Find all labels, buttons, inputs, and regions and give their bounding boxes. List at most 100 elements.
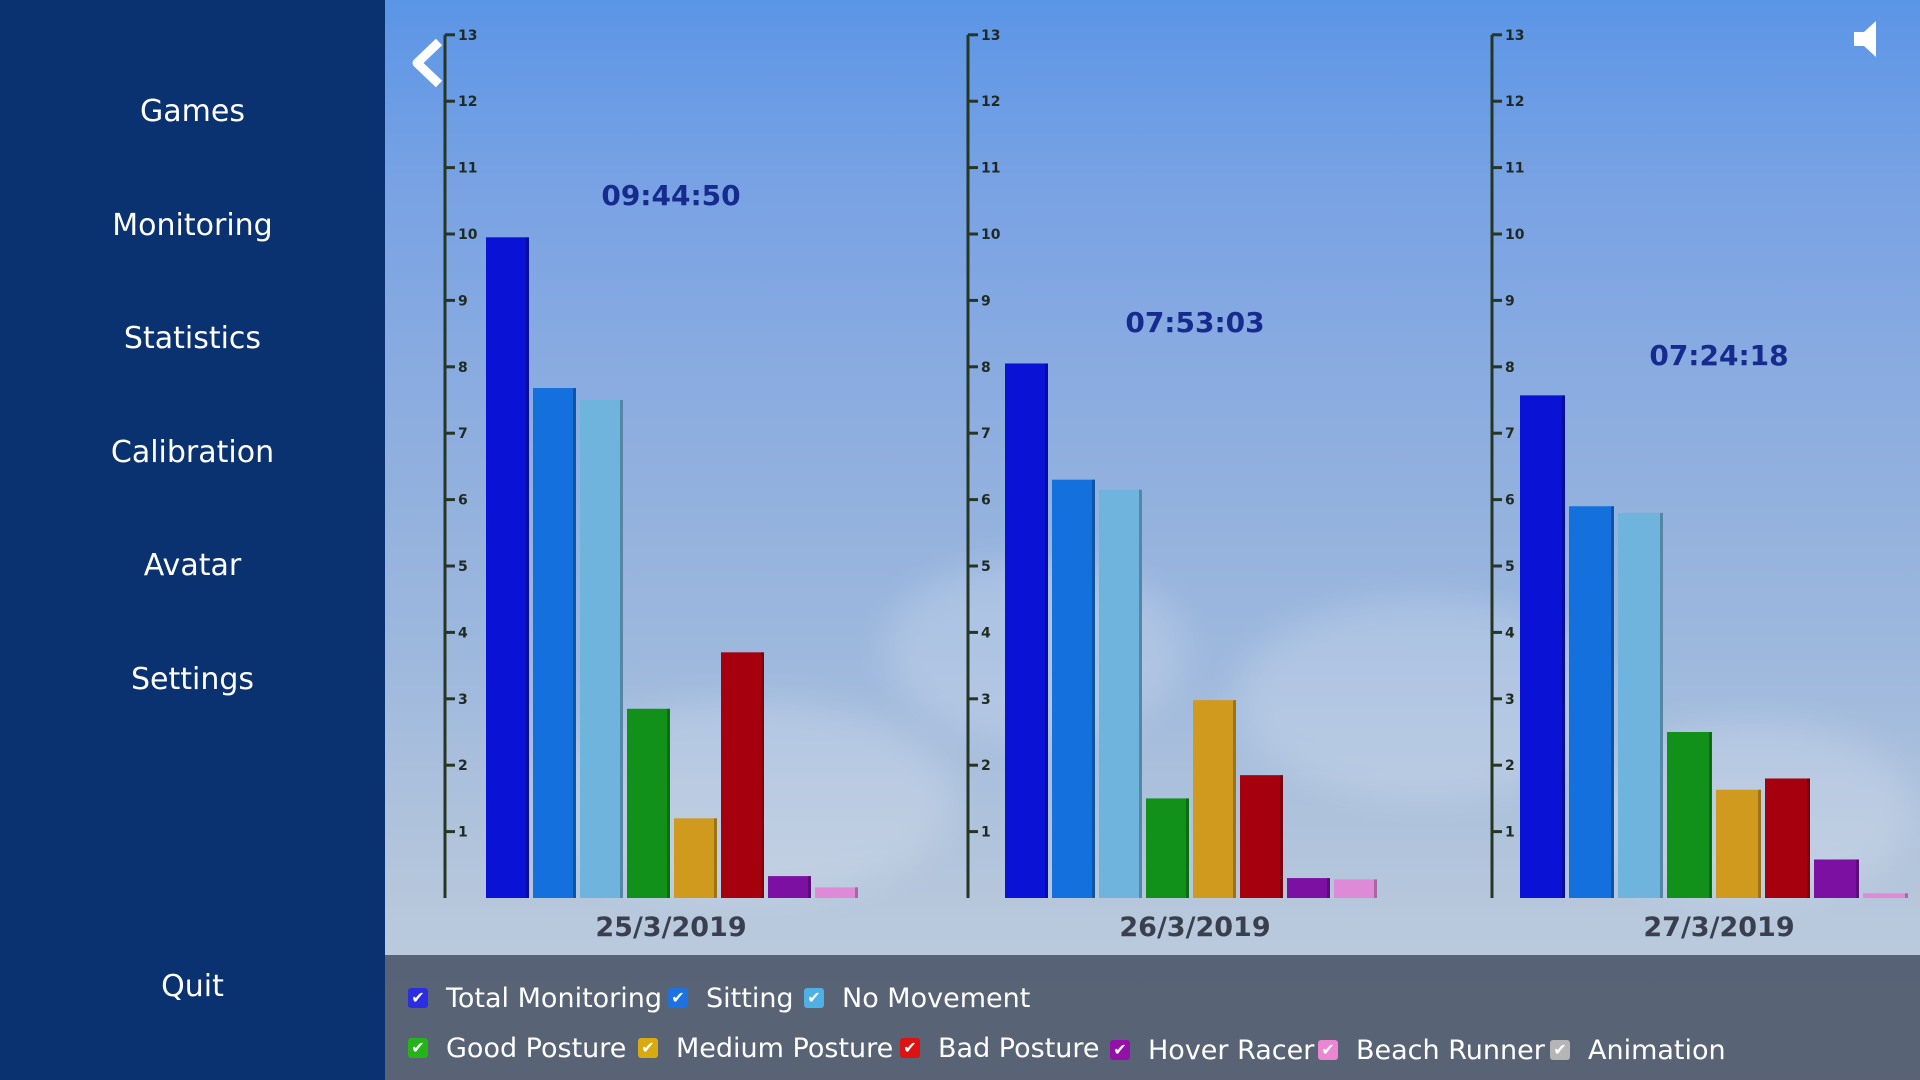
y-tick-label: 3 — [981, 692, 991, 708]
legend-checkbox[interactable]: ✔ — [900, 1038, 920, 1058]
legend-checkbox[interactable]: ✔ — [408, 1038, 428, 1058]
bar — [768, 876, 811, 898]
bar — [1863, 893, 1908, 898]
legend: ✔ Total Monitoring ✔ Sitting ✔ No Movement ✔ Go… — [385, 955, 1920, 1080]
date-label: 26/3/2019 — [1119, 912, 1270, 943]
bar-shade — [1905, 893, 1908, 898]
bar — [1667, 732, 1712, 898]
y-tick-label: 13 — [458, 28, 477, 44]
sidebar-item-calibration[interactable]: Calibration — [110, 435, 275, 470]
y-tick-label: 5 — [981, 559, 991, 575]
legend-item[interactable]: ✔ Hover Racer — [1110, 1035, 1314, 1066]
y-tick-label: 12 — [981, 94, 1000, 110]
sidebar-item-statistics[interactable]: Statistics — [123, 321, 262, 356]
bar — [674, 818, 717, 898]
bar — [1099, 489, 1142, 898]
bar-shade — [1327, 878, 1330, 898]
bar-shade — [526, 237, 529, 898]
y-tick-label: 8 — [1505, 360, 1515, 376]
statistics-panel: 1 2 3 4 5 6 7 8 9 10 11 12 13 09:44:50 25/3/2019 1 2 3 4 5 6… — [385, 0, 1920, 1080]
sound-toggle-button[interactable] — [1850, 18, 1890, 60]
bar-shade — [1611, 506, 1614, 898]
sidebar-item-avatar[interactable]: Avatar — [143, 548, 242, 583]
y-tick-label: 1 — [981, 825, 991, 841]
y-tick-label: 12 — [458, 94, 477, 110]
legend-label: Animation — [1588, 1034, 1726, 1066]
bar-shade — [714, 818, 717, 898]
bar — [1520, 395, 1565, 898]
y-tick-label: 1 — [458, 825, 468, 841]
bar — [1287, 878, 1330, 898]
bar-shade — [1709, 732, 1712, 898]
checkmark-icon: ✔ — [411, 1038, 425, 1057]
legend-label: Good Posture — [446, 1032, 627, 1064]
legend-label: No Movement — [842, 982, 1031, 1014]
bar-shade — [573, 388, 576, 898]
legend-item[interactable]: ✔ Beach Runner — [1318, 1035, 1545, 1066]
y-tick-label: 8 — [981, 360, 991, 376]
y-tick-label: 11 — [458, 161, 477, 177]
legend-item[interactable]: ✔ Total Monitoring — [408, 982, 663, 1014]
y-tick-label: 4 — [981, 625, 991, 641]
checkmark-icon: ✔ — [1321, 1040, 1335, 1059]
bar-shade — [620, 400, 623, 898]
back-button[interactable] — [405, 38, 455, 88]
y-tick-label: 1 — [1505, 825, 1515, 841]
y-tick-label: 11 — [981, 161, 1000, 177]
bar-shade — [1280, 775, 1283, 898]
legend-label: Total Monitoring — [446, 982, 663, 1014]
checkmark-icon: ✔ — [1113, 1040, 1127, 1059]
time-label: 07:53:03 — [1125, 306, 1264, 339]
y-tick-label: 4 — [458, 625, 468, 641]
y-tick-label: 3 — [1505, 692, 1515, 708]
y-tick-label: 5 — [458, 559, 468, 575]
bar — [1334, 879, 1377, 898]
bar-shade — [1186, 798, 1189, 898]
y-tick-label: 6 — [458, 493, 468, 509]
bar — [486, 237, 529, 898]
legend-item[interactable]: ✔ Sitting — [668, 983, 794, 1014]
legend-checkbox[interactable]: ✔ — [638, 1038, 658, 1058]
legend-checkbox[interactable]: ✔ — [1318, 1040, 1338, 1060]
legend-checkbox[interactable]: ✔ — [1110, 1040, 1130, 1060]
checkmark-icon: ✔ — [671, 988, 685, 1007]
legend-item[interactable]: ✔ Good Posture — [408, 1032, 627, 1064]
y-tick-label: 3 — [458, 692, 468, 708]
y-tick-label: 7 — [458, 426, 468, 442]
y-tick-label: 9 — [1505, 293, 1515, 309]
time-label: 07:24:18 — [1649, 339, 1788, 372]
quit-button[interactable]: Quit — [161, 969, 224, 1004]
bar — [1240, 775, 1283, 898]
bar-shade — [667, 708, 670, 898]
bar — [815, 887, 858, 898]
bar — [1765, 778, 1810, 898]
bar-shade — [1758, 789, 1761, 898]
legend-checkbox[interactable]: ✔ — [1550, 1040, 1570, 1060]
sidebar-item-settings[interactable]: Settings — [130, 662, 255, 697]
bar-shade — [1374, 879, 1377, 898]
bar — [1618, 512, 1663, 898]
legend-checkbox[interactable]: ✔ — [668, 988, 688, 1008]
legend-checkbox[interactable]: ✔ — [408, 988, 428, 1008]
bar-shade — [1045, 363, 1048, 899]
bar — [1569, 506, 1614, 898]
date-label: 27/3/2019 — [1643, 912, 1794, 943]
y-tick-label: 10 — [1505, 227, 1525, 243]
bar — [627, 708, 670, 898]
time-label: 09:44:50 — [601, 179, 740, 212]
sidebar-item-monitoring[interactable]: Monitoring — [112, 208, 273, 243]
legend-item[interactable]: ✔ Animation — [1550, 1034, 1726, 1066]
legend-item[interactable]: ✔ Bad Posture — [900, 1033, 1100, 1064]
legend-item[interactable]: ✔ Medium Posture — [638, 1033, 893, 1064]
legend-checkbox[interactable]: ✔ — [804, 988, 824, 1008]
y-tick-label: 9 — [458, 293, 468, 309]
legend-item[interactable]: ✔ No Movement — [804, 982, 1031, 1014]
bar — [721, 652, 764, 898]
date-label: 25/3/2019 — [595, 912, 746, 943]
y-tick-label: 13 — [1505, 28, 1524, 44]
sidebar-item-games[interactable]: Games — [140, 94, 245, 129]
y-tick-label: 13 — [981, 28, 1000, 44]
sidebar: Games Monitoring Statistics Calibration … — [0, 0, 385, 1080]
